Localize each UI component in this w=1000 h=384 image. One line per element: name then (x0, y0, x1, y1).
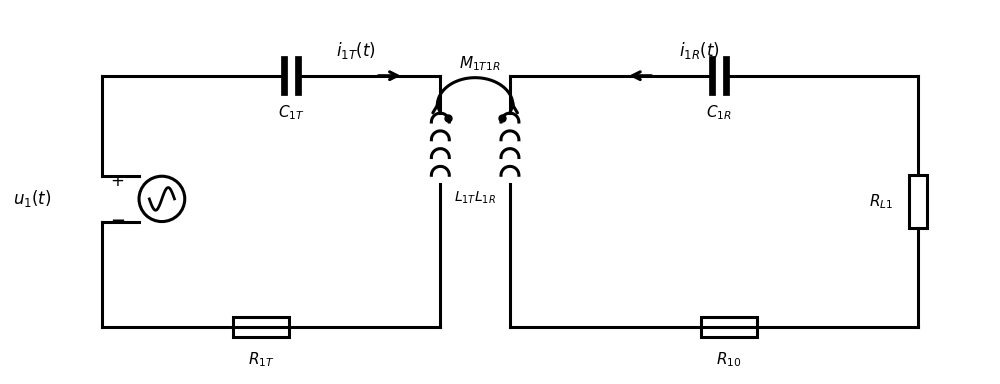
Text: $R_{1T}$: $R_{1T}$ (248, 351, 275, 369)
Bar (909, 175, 927, 228)
Text: $C_{1R}$: $C_{1R}$ (706, 103, 732, 122)
Text: $R_{10}$: $R_{10}$ (716, 351, 741, 369)
Text: $C_{1T}$: $C_{1T}$ (278, 103, 304, 122)
Text: $R_{L1}$: $R_{L1}$ (869, 192, 893, 211)
Bar (701, 317, 757, 337)
Text: $-$: $-$ (110, 210, 125, 228)
Text: $L_{1T}L_{1R}$: $L_{1T}L_{1R}$ (454, 190, 496, 207)
Bar (233, 317, 289, 337)
Text: $M_{1T1R}$: $M_{1T1R}$ (459, 54, 501, 73)
Text: $u_1(t)$: $u_1(t)$ (13, 189, 52, 209)
Text: $+$: $+$ (110, 172, 124, 190)
Text: $i_{1T}(t)$: $i_{1T}(t)$ (336, 40, 376, 61)
Text: $i_{1R}(t)$: $i_{1R}(t)$ (679, 40, 719, 61)
